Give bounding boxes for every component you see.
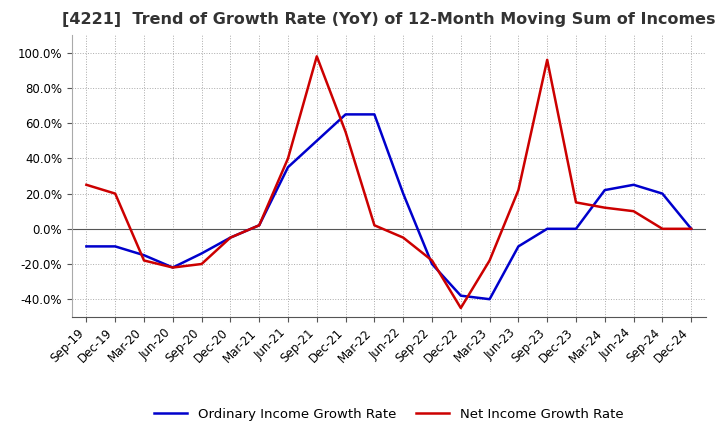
Ordinary Income Growth Rate <box>140 253 148 258</box>
Net Income Growth Rate <box>399 235 408 240</box>
Net Income Growth Rate <box>341 129 350 135</box>
Ordinary Income Growth Rate <box>312 138 321 143</box>
Net Income Growth Rate <box>197 261 206 267</box>
Net Income Growth Rate <box>572 200 580 205</box>
Net Income Growth Rate <box>255 223 264 228</box>
Line: Ordinary Income Growth Rate: Ordinary Income Growth Rate <box>86 114 691 299</box>
Net Income Growth Rate <box>312 54 321 59</box>
Net Income Growth Rate <box>111 191 120 196</box>
Ordinary Income Growth Rate <box>284 165 292 170</box>
Net Income Growth Rate <box>456 305 465 311</box>
Net Income Growth Rate <box>284 156 292 161</box>
Ordinary Income Growth Rate <box>514 244 523 249</box>
Net Income Growth Rate <box>485 258 494 263</box>
Ordinary Income Growth Rate <box>370 112 379 117</box>
Ordinary Income Growth Rate <box>341 112 350 117</box>
Ordinary Income Growth Rate <box>687 226 696 231</box>
Ordinary Income Growth Rate <box>168 265 177 270</box>
Ordinary Income Growth Rate <box>255 223 264 228</box>
Net Income Growth Rate <box>658 226 667 231</box>
Ordinary Income Growth Rate <box>399 191 408 196</box>
Ordinary Income Growth Rate <box>572 226 580 231</box>
Ordinary Income Growth Rate <box>485 297 494 302</box>
Ordinary Income Growth Rate <box>658 191 667 196</box>
Net Income Growth Rate <box>543 57 552 62</box>
Title: [4221]  Trend of Growth Rate (YoY) of 12-Month Moving Sum of Incomes: [4221] Trend of Growth Rate (YoY) of 12-… <box>62 12 716 27</box>
Ordinary Income Growth Rate <box>82 244 91 249</box>
Net Income Growth Rate <box>82 182 91 187</box>
Net Income Growth Rate <box>629 209 638 214</box>
Net Income Growth Rate <box>370 223 379 228</box>
Net Income Growth Rate <box>514 187 523 193</box>
Ordinary Income Growth Rate <box>197 251 206 256</box>
Net Income Growth Rate <box>428 258 436 263</box>
Net Income Growth Rate <box>168 265 177 270</box>
Ordinary Income Growth Rate <box>226 235 235 240</box>
Ordinary Income Growth Rate <box>428 261 436 267</box>
Ordinary Income Growth Rate <box>456 293 465 298</box>
Net Income Growth Rate <box>600 205 609 210</box>
Legend: Ordinary Income Growth Rate, Net Income Growth Rate: Ordinary Income Growth Rate, Net Income … <box>149 402 629 426</box>
Ordinary Income Growth Rate <box>543 226 552 231</box>
Ordinary Income Growth Rate <box>600 187 609 193</box>
Ordinary Income Growth Rate <box>629 182 638 187</box>
Ordinary Income Growth Rate <box>111 244 120 249</box>
Net Income Growth Rate <box>140 258 148 263</box>
Line: Net Income Growth Rate: Net Income Growth Rate <box>86 56 691 308</box>
Net Income Growth Rate <box>226 235 235 240</box>
Net Income Growth Rate <box>687 226 696 231</box>
